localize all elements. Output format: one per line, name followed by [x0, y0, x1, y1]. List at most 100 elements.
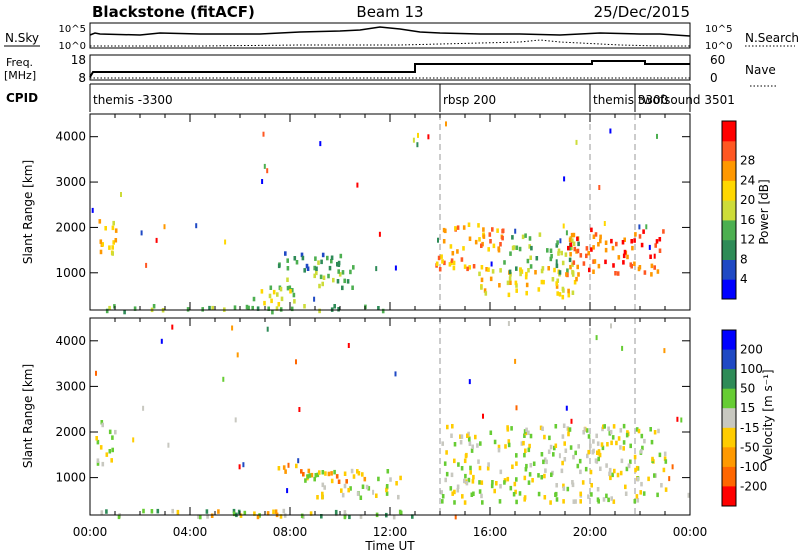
power-cell	[260, 289, 264, 294]
power-cell	[576, 264, 579, 270]
velocity-cell	[550, 472, 553, 477]
velocity-cell	[643, 438, 646, 444]
power-cell	[511, 235, 514, 240]
velocity-cell	[513, 481, 517, 487]
velocity-cell	[586, 453, 589, 459]
velocity-colorbar-tick: -15	[740, 421, 760, 435]
velocity-cell	[569, 445, 573, 450]
power-cell	[337, 262, 341, 267]
velocity-cell	[635, 465, 639, 471]
power-cell	[553, 267, 556, 273]
velocity-cell	[615, 440, 618, 446]
power-cell	[499, 268, 502, 273]
velocity-cell	[572, 454, 575, 460]
power-cell	[303, 268, 306, 273]
velocity-cell	[587, 494, 590, 499]
power-cell	[303, 304, 306, 309]
power-cell	[104, 226, 107, 231]
power-cell	[114, 228, 118, 233]
power-cell	[590, 247, 593, 252]
velocity-cell	[457, 462, 460, 467]
velocity-cell	[176, 509, 180, 515]
power-cell	[593, 259, 597, 264]
velocity-cell	[283, 513, 287, 518]
power-cell	[449, 244, 453, 249]
power-cell	[437, 255, 441, 261]
power-cell	[466, 266, 469, 272]
power-cell	[450, 258, 454, 263]
velocity-cell	[321, 482, 325, 488]
power-colorbar-tick: 8	[740, 252, 748, 266]
x-tick-label: 04:00	[173, 525, 208, 539]
velocity-cell	[600, 442, 604, 447]
power-cell	[314, 256, 317, 261]
velocity-cell	[476, 443, 479, 448]
velocity-cell	[549, 444, 553, 450]
power-cell	[336, 279, 340, 284]
power-cell	[609, 128, 612, 134]
velocity-cell	[450, 433, 453, 438]
velocity-cell	[197, 514, 200, 519]
velocity-cell	[397, 494, 400, 500]
power-cell	[341, 285, 344, 291]
power-cell	[472, 264, 476, 269]
power-cell	[378, 231, 381, 237]
velocity-cell	[562, 423, 566, 428]
power-cell	[519, 267, 522, 272]
power-cell	[318, 283, 321, 289]
velocity-cell	[206, 514, 209, 519]
power-cell	[564, 252, 568, 257]
power-cell	[330, 258, 333, 264]
velocity-cell	[531, 478, 534, 483]
velocity-cell	[676, 416, 679, 422]
noise-right-tick-top: 10^5	[705, 24, 732, 35]
velocity-cell	[579, 491, 582, 497]
velocity-cell	[468, 437, 471, 442]
velocity-cell	[105, 509, 108, 514]
power-cell	[597, 242, 600, 247]
power-cell	[101, 242, 104, 247]
velocity-cell	[345, 479, 348, 484]
velocity-cell	[491, 480, 494, 485]
velocity-cell	[300, 513, 304, 519]
velocity-cell	[639, 490, 642, 495]
velocity-cell	[343, 483, 347, 489]
noise-right-label: N.Search	[745, 31, 799, 45]
power-cell	[441, 259, 444, 264]
power-cell	[561, 260, 565, 266]
velocity-cell	[524, 467, 528, 472]
velocity-cell	[620, 458, 624, 464]
velocity-cell	[101, 422, 104, 428]
velocity-cell	[592, 439, 595, 444]
velocity-colorbar-tick: 50	[740, 382, 755, 396]
power-cell	[140, 230, 143, 236]
power-cell	[280, 296, 284, 302]
velocity-cell	[465, 480, 469, 486]
power-cell	[559, 238, 562, 244]
power-cell	[547, 266, 550, 271]
velocity-cell	[581, 480, 585, 485]
velocity-cell	[595, 433, 598, 439]
velocity-cell	[298, 407, 301, 412]
velocity-cell	[361, 484, 365, 489]
velocity-cell	[649, 427, 652, 432]
velocity-cell	[321, 470, 325, 475]
velocity-cell	[99, 445, 103, 450]
power-cell	[98, 219, 102, 224]
velocity-cell	[365, 484, 369, 490]
power-colorbar-swatch	[722, 259, 736, 280]
velocity-cell	[443, 461, 447, 466]
velocity-cell	[514, 358, 517, 364]
power-cell	[251, 305, 254, 311]
velocity-cell	[323, 485, 326, 490]
power-cell	[638, 234, 642, 239]
power-cell	[474, 239, 478, 245]
velocity-cell	[478, 489, 482, 494]
power-cell	[114, 238, 118, 243]
velocity-cell	[611, 435, 615, 440]
power-cell	[412, 137, 415, 143]
power-cell	[284, 251, 287, 256]
velocity-cell	[589, 443, 592, 449]
power-cell	[524, 233, 527, 238]
velocity-cell	[610, 440, 613, 446]
